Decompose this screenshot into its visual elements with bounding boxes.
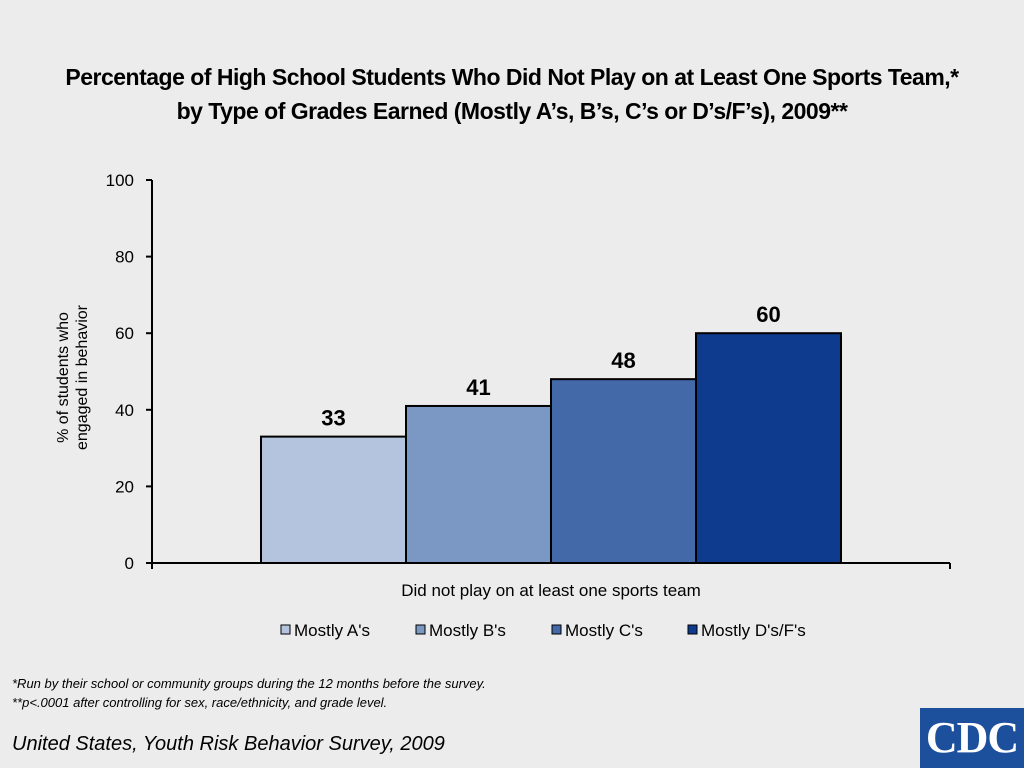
y-axis: 0 20 40 60 80 100 (106, 171, 153, 573)
bar-value-label: 41 (466, 375, 490, 400)
y-tick-label: 20 (115, 477, 134, 496)
bar-value-label: 48 (611, 348, 635, 373)
footnote-1: *Run by their school or community groups… (12, 676, 486, 691)
legend-swatch (551, 624, 562, 635)
y-tick-label: 100 (106, 171, 134, 190)
legend-swatch (280, 624, 291, 635)
cdc-logo-text: CDC (925, 713, 1019, 762)
y-tick-label: 80 (115, 248, 134, 267)
legend-label: Mostly B's (429, 621, 506, 640)
bar-chart: 0 20 40 60 80 100 33 41 48 60 Mostly A's Mostly B… (55, 171, 951, 640)
bar-1 (260, 435, 407, 564)
legend: Mostly A's Mostly B's Mostly C's Mostly D's… (280, 621, 806, 640)
legend-swatch (687, 624, 698, 635)
legend-label: Mostly D's/F's (701, 621, 806, 640)
chart-title-line-2: by Type of Grades Earned (Mostly A’s, B’… (176, 98, 848, 124)
cdc-logo: CDC (920, 708, 1024, 768)
bar-value-label: 33 (321, 406, 345, 431)
source-caption: United States, Youth Risk Behavior Surve… (12, 733, 445, 755)
y-axis-title-line: % of students who (55, 312, 72, 443)
legend-label: Mostly A's (294, 621, 370, 640)
legend-swatch (415, 624, 426, 635)
data-labels: 33 41 48 60 (321, 302, 780, 430)
x-axis-title: Did not play on at least one sports team (401, 581, 701, 600)
y-tick-label: 40 (115, 401, 134, 420)
bar-value-label: 60 (756, 302, 780, 327)
y-axis-title-line: engaged in behavior (74, 304, 91, 450)
bar-4 (695, 332, 842, 565)
y-tick-label: 60 (115, 324, 134, 343)
footnote-2: **p<.0001 after controlling for sex, rac… (12, 695, 388, 710)
footnotes: *Run by their school or community groups… (12, 674, 486, 712)
chart-title: Percentage of High School Students Who D… (0, 60, 1024, 128)
chart-title-line-1: Percentage of High School Students Who D… (65, 64, 959, 90)
y-tick-label: 0 (125, 554, 134, 573)
bar-3 (550, 378, 697, 564)
bars (260, 332, 842, 565)
legend-label: Mostly C's (565, 621, 643, 640)
y-axis-title: % of students who engaged in behavior (55, 304, 91, 450)
bar-2 (405, 404, 552, 564)
